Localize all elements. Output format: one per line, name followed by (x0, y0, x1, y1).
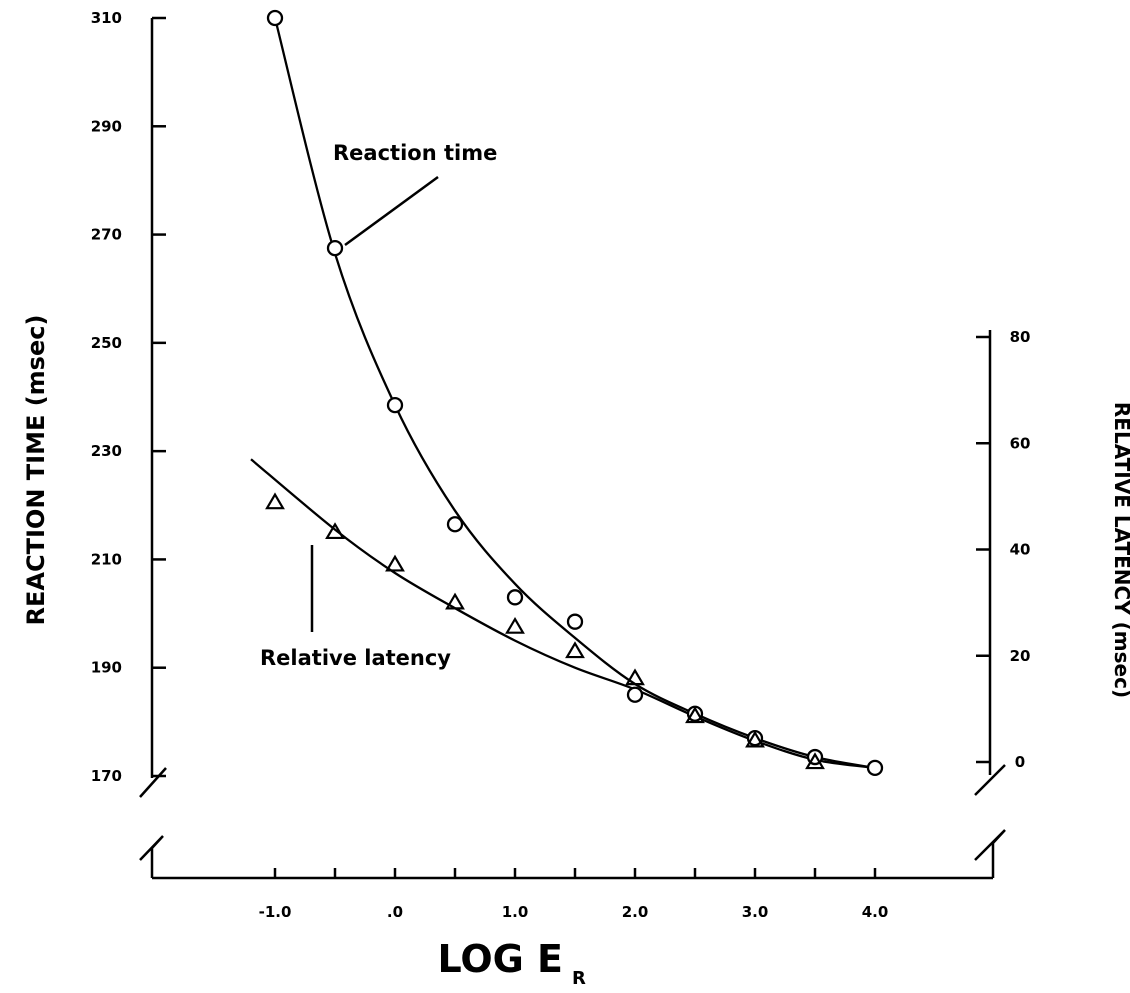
x-tick-label: -1.0 (259, 903, 292, 921)
left-y-tick-label: 250 (91, 334, 122, 352)
reaction-time-point (446, 516, 464, 533)
left-y-tick-label: 190 (91, 659, 122, 677)
reaction-time-point (866, 759, 884, 777)
x-axis-left-break (139, 835, 164, 878)
x-axis (139, 829, 1006, 880)
relative-latency-point (505, 616, 525, 634)
right-y-axis (974, 330, 1006, 796)
relative-latency-curve (250, 458, 876, 770)
x-axis-title: LOG E (437, 937, 563, 981)
right-y-tick-label: 0 (1015, 753, 1025, 771)
reaction-time-point (566, 613, 584, 630)
left-y-axis-title: REACTION TIME (msec) (22, 315, 50, 626)
data-points (265, 9, 884, 777)
right-y-tick-label: 40 (1010, 541, 1031, 559)
relative-latency-point (385, 554, 405, 572)
right-y-axis-title: RELATIVE LATENCY (msec) (1110, 402, 1130, 698)
right-axis-break-mark (974, 764, 1006, 796)
x-axis-title-subscript: R (572, 968, 586, 989)
relative-latency-point (745, 730, 765, 748)
reaction-time-point (266, 9, 284, 27)
x-axis-right-break (974, 829, 1006, 878)
x-tick-label: 1.0 (502, 903, 529, 921)
x-tick-label: 3.0 (742, 903, 769, 921)
left-y-tick-label: 310 (91, 9, 122, 27)
right-y-tick-label: 20 (1010, 647, 1031, 665)
x-tick-label: 4.0 (862, 903, 889, 921)
relative-latency-point (805, 752, 825, 770)
left-y-tick-label: 230 (91, 442, 122, 460)
right-y-tick-label: 80 (1010, 328, 1031, 346)
left-axis-break-mark (139, 767, 167, 798)
reaction-time-point (386, 396, 404, 414)
relative-latency-point (445, 592, 465, 610)
left-y-axis (139, 18, 167, 798)
left-y-tick-label: 290 (91, 117, 122, 135)
x-tick-label: 2.0 (622, 903, 649, 921)
reaction-time-point (506, 589, 524, 606)
relative-latency-point (325, 522, 345, 540)
reaction-time-point (326, 239, 344, 257)
left-y-tick-label: 210 (91, 550, 122, 568)
x-tick-label: .0 (387, 903, 403, 921)
relative-latency-label: Relative latency (260, 646, 451, 670)
relative-latency-point (625, 668, 645, 686)
relative-latency-point (265, 492, 285, 510)
left-y-tick-label: 170 (91, 767, 122, 785)
left-y-ticks: 170 190 210 230 250 270 290 310 (91, 9, 166, 785)
left-y-tick-label: 270 (91, 226, 122, 244)
right-y-ticks: 0 20 40 60 80 (976, 328, 1030, 771)
relative-latency-point (565, 641, 585, 659)
right-y-tick-label: 60 (1010, 434, 1031, 452)
reaction-time-label: Reaction time (333, 141, 497, 165)
reaction-time-point (626, 686, 644, 703)
reaction-time-leader (344, 175, 439, 247)
relative-latency-point (685, 706, 705, 724)
x-ticks: -1.0 .0 1.0 2.0 3.0 4.0 (259, 868, 889, 921)
